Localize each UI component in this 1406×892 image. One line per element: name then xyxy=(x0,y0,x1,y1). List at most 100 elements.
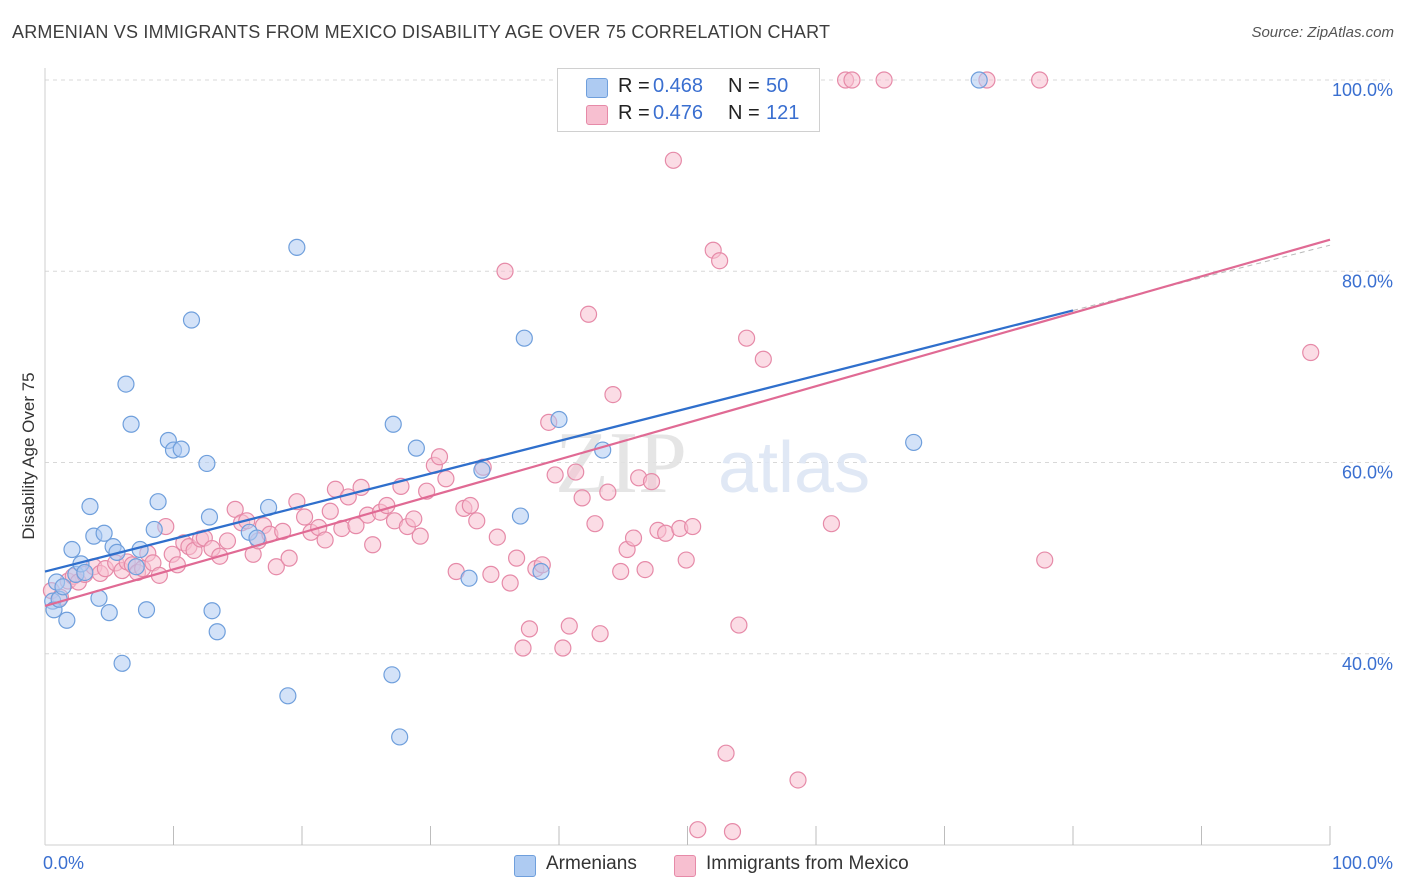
mexico-point xyxy=(573,489,591,507)
armenian-point xyxy=(145,520,163,539)
legend-r-value: 0.476 xyxy=(653,102,704,124)
mexico-point xyxy=(218,532,237,550)
armenian-point xyxy=(76,563,94,582)
armenian-point xyxy=(460,569,478,587)
armenian-point xyxy=(279,687,297,705)
mexico-point xyxy=(546,466,564,484)
armenian-point xyxy=(200,508,219,526)
mexico-point xyxy=(689,821,707,839)
bottom-legend-label-mexico: Immigrants from Mexico xyxy=(706,853,909,874)
legend-n-value: 50 xyxy=(766,75,789,97)
armenian-point xyxy=(511,507,530,525)
armenian-point xyxy=(113,654,131,672)
mexico-point xyxy=(437,470,455,488)
mexico-point xyxy=(430,448,449,466)
mexico-point xyxy=(599,483,617,501)
armenian-point xyxy=(95,524,113,542)
mexico-point xyxy=(1036,551,1054,569)
armenian-point xyxy=(117,375,135,393)
mexico-point xyxy=(1302,343,1320,362)
mexico-point xyxy=(677,551,695,569)
legend-row-mexico: R = 0.476 N = 121 xyxy=(558,101,819,127)
mexico-point xyxy=(717,744,735,762)
y-tick-label: 100.0% xyxy=(1332,80,1393,100)
armenian-point xyxy=(127,558,145,576)
x-tick-label-min: 0.0% xyxy=(43,853,84,873)
mexico-point xyxy=(612,562,630,581)
chart-title: ARMENIAN VS IMMIGRANTS FROM MEXICO DISAB… xyxy=(12,22,831,42)
mexico-point xyxy=(488,528,506,546)
legend-row-armenians: R = 0.468 N = 50 xyxy=(558,74,819,100)
legend-n-label: N = xyxy=(728,75,760,97)
armenian-point xyxy=(391,728,409,746)
armenian-point xyxy=(137,601,156,619)
mexico-point xyxy=(636,560,654,579)
mexico-point xyxy=(723,823,742,841)
source-label: Source: ZipAtlas.com xyxy=(1251,24,1394,41)
armenian-point xyxy=(54,578,72,596)
mexico-point xyxy=(1030,71,1049,89)
x-tick-label-max: 100.0% xyxy=(1332,853,1393,873)
bottom-legend-label-armenians: Armenians xyxy=(546,853,637,874)
armenian-point xyxy=(550,410,568,429)
trend-line-armenians xyxy=(44,309,1074,573)
mexico-point xyxy=(822,515,841,533)
watermark: ZIP atlas xyxy=(555,415,870,512)
trend-lines xyxy=(44,238,1331,607)
axes xyxy=(44,68,1331,846)
armenian-point xyxy=(384,415,402,433)
mexico-point xyxy=(274,522,292,540)
y-tick-labels: 40.0% 60.0% 80.0% 100.0% xyxy=(1332,80,1393,674)
mexico-point xyxy=(514,639,532,657)
grid-lines xyxy=(45,79,1390,655)
mexico-point xyxy=(468,512,486,530)
armenian-point xyxy=(149,493,167,511)
mexico-point xyxy=(364,536,382,554)
mexico-point xyxy=(520,620,539,638)
mexico-point xyxy=(711,252,729,270)
mexico-point xyxy=(875,71,893,89)
bottom-legend-swatch-mexico xyxy=(674,855,696,877)
mexico-point xyxy=(586,515,604,533)
armenian-point xyxy=(515,329,533,347)
legend-swatch-armenians xyxy=(586,78,608,98)
mexico-point xyxy=(295,508,314,526)
armenian-point xyxy=(970,71,988,89)
watermark-atlas: atlas xyxy=(718,428,870,508)
armenian-point xyxy=(81,497,99,516)
mexico-point xyxy=(738,329,756,347)
armenian-point xyxy=(383,666,401,684)
armenian-point xyxy=(407,439,425,457)
mexico-point xyxy=(579,305,598,323)
legend-swatch-mexico xyxy=(586,105,608,125)
mexico-point xyxy=(554,639,572,657)
mexico-point xyxy=(604,386,622,404)
mexico-point xyxy=(280,549,298,567)
mexico-point xyxy=(843,71,861,89)
legend-r-label: R = xyxy=(618,102,650,124)
legend-r-label: R = xyxy=(618,75,650,97)
legend-n-value: 121 xyxy=(766,102,800,124)
legend-n-label: N = xyxy=(728,102,760,124)
armenian-point xyxy=(172,440,190,458)
mexico-point xyxy=(560,617,578,635)
mexico-point xyxy=(642,473,661,491)
armenian-point xyxy=(198,454,216,473)
mexico-point xyxy=(624,529,643,547)
mexico-point xyxy=(482,565,500,583)
armenian-point xyxy=(63,540,81,559)
mexico-point xyxy=(664,151,682,169)
y-axis-label: Disability Age Over 75 xyxy=(19,372,38,539)
armenian-point xyxy=(182,311,201,329)
mexico-point xyxy=(411,527,429,545)
mexico-point xyxy=(316,531,334,549)
mexico-point xyxy=(591,625,609,643)
armenian-point xyxy=(905,433,923,452)
armenian-point xyxy=(100,604,118,622)
armenian-point xyxy=(473,461,491,479)
mexico-point xyxy=(321,502,339,520)
legend-r-value: 0.468 xyxy=(653,75,704,97)
mexico-point xyxy=(684,517,702,536)
y-tick-label: 40.0% xyxy=(1342,654,1393,674)
